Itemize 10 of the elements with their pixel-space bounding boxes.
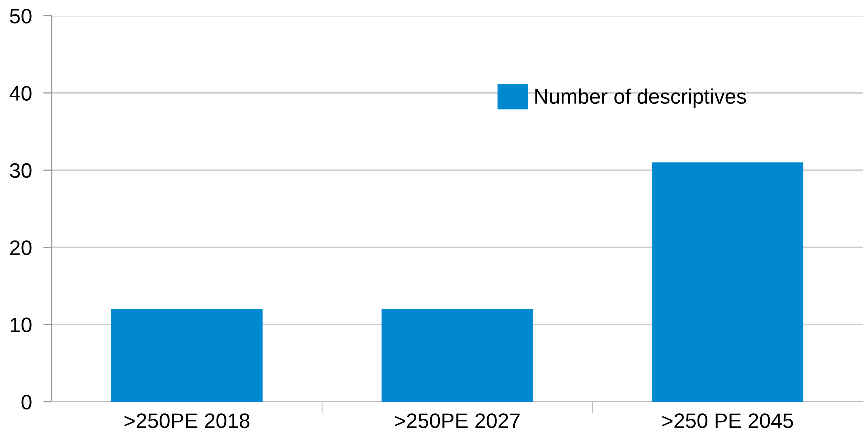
y-tick-label: 20 bbox=[10, 240, 32, 256]
legend-label: Number of descriptives bbox=[536, 88, 746, 108]
x-tick-label: >250PE 2027 bbox=[395, 414, 520, 428]
x-tick-label: >250PE 2018 bbox=[124, 414, 250, 428]
x-tick-label: >250 PE 2045 bbox=[662, 414, 794, 428]
y-tick-label: 10 bbox=[10, 318, 32, 333]
y-tick-label: 0 bbox=[22, 395, 32, 410]
y-tick-label: 50 bbox=[10, 9, 32, 24]
y-tick-label: 40 bbox=[10, 86, 32, 101]
y-tick-label: 30 bbox=[10, 163, 32, 178]
